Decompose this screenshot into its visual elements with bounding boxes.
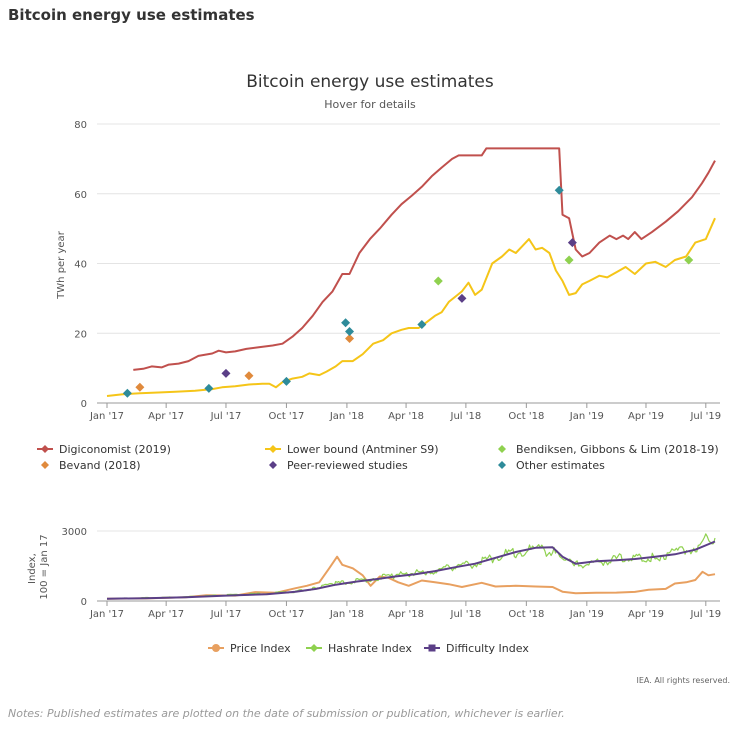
marker-bevand-2018[interactable]: [135, 382, 145, 392]
legend-item-hashrate-index[interactable]: Hashrate Index: [306, 642, 412, 655]
top-series-markers: [122, 185, 694, 398]
bottom-x-tick-label: Apr '17: [148, 609, 184, 620]
top-x-tick-label: Oct '17: [268, 411, 304, 422]
legend-label: Bevand (2018): [59, 459, 141, 472]
bottom-x-tick-label: Oct '18: [508, 609, 544, 620]
page-title: Bitcoin energy use estimates: [8, 6, 255, 24]
legend-swatch-marker: [212, 644, 220, 652]
top-x-tick-label: Jul '18: [450, 411, 482, 422]
series-line-difficulty-index[interactable]: [106, 540, 716, 600]
top-y-tick-label: 80: [74, 120, 87, 131]
marker-other-estimates[interactable]: [345, 327, 355, 337]
legend-swatch-marker: [498, 445, 506, 453]
marker-other-estimates[interactable]: [417, 320, 427, 330]
legend-item-peer-reviewed-studies[interactable]: Peer-reviewed studies: [269, 459, 408, 472]
credits: IEA. All rights reserved.: [636, 676, 731, 685]
marker-bendiksen-gibbons-lim-2018-19[interactable]: [564, 255, 574, 265]
legend-swatch-marker: [41, 461, 49, 469]
top-y-tick-label: 40: [74, 260, 87, 271]
legend-label: Hashrate Index: [328, 642, 412, 655]
marker-bendiksen-gibbons-lim-2018-19[interactable]: [433, 276, 443, 286]
marker-peer-reviewed-studies[interactable]: [221, 368, 231, 378]
bottom-x-tick-label: Jan '18: [329, 609, 364, 620]
top-y-axis-label: TWh per year: [56, 230, 67, 300]
marker-other-estimates[interactable]: [281, 376, 291, 386]
legend-swatch-marker: [428, 644, 436, 652]
marker-other-estimates[interactable]: [122, 388, 132, 398]
bottom-x-tick-label: Apr '18: [388, 609, 424, 620]
top-x-tick-label: Apr '18: [388, 411, 424, 422]
marker-other-estimates[interactable]: [341, 318, 351, 328]
top-x-tick-labels: Jan '17 Apr '17 Jul '17 Oct '17 Jan '18 Apr '…: [89, 411, 721, 422]
top-y-tick-label: 60: [74, 190, 87, 201]
top-gridlines: [97, 123, 720, 408]
legend-item-bendiksen-gibbons-lim-2018-19[interactable]: Bendiksen, Gibbons & Lim (2018-19): [498, 443, 719, 456]
marker-bevand-2018[interactable]: [345, 333, 355, 343]
legend-item-difficulty-index[interactable]: Difficulty Index: [424, 642, 529, 655]
bottom-gridlines: [97, 530, 720, 606]
bottom-series-lines: [106, 533, 716, 600]
legend-item-bevand-2018[interactable]: Bevand (2018): [41, 459, 141, 472]
marker-other-estimates[interactable]: [204, 383, 214, 393]
bottom-y-axis-label: Index, 100 = Jan 17: [27, 534, 50, 599]
bottom-legend: Price Index Hashrate Index Difficulty Inde…: [208, 642, 529, 655]
notes: Notes: Published estimates are plotted o…: [8, 707, 565, 720]
top-x-tick-label: Apr '19: [628, 411, 664, 422]
top-x-tick-label: Jul '17: [210, 411, 242, 422]
legend-item-lower-bound-antminer-s9[interactable]: Lower bound (Antminer S9): [265, 443, 439, 456]
legend-label: Lower bound (Antminer S9): [287, 443, 439, 456]
top-legend: Digiconomist (2019) Lower bound (Antminer…: [37, 443, 719, 472]
legend-item-other-estimates[interactable]: Other estimates: [498, 459, 605, 472]
legend-label: Peer-reviewed studies: [287, 459, 408, 472]
top-x-tick-label: Jul '19: [689, 411, 721, 422]
top-x-tick-label: Oct '18: [508, 411, 544, 422]
legend-swatch-marker: [498, 461, 506, 469]
series-line-digiconomist-2019[interactable]: [133, 147, 716, 371]
bottom-x-tick-labels: Jan '17 Apr '17 Jul '17 Oct '17 Jan '18 Apr '…: [89, 609, 721, 620]
series-line-hashrate-index[interactable]: [106, 533, 716, 600]
bottom-x-tick-label: Jul '17: [210, 609, 242, 620]
chart-title: Bitcoin energy use estimates: [246, 72, 494, 92]
legend-label: Price Index: [230, 642, 291, 655]
top-y-tick-labels: 0 20 40 60 80: [74, 120, 87, 410]
legend-item-price-index[interactable]: Price Index: [208, 642, 291, 655]
top-x-tick-label: Apr '17: [148, 411, 184, 422]
marker-peer-reviewed-studies[interactable]: [567, 238, 577, 248]
series-line-price-index[interactable]: [106, 555, 716, 600]
legend-swatch-marker: [269, 445, 277, 453]
top-x-tick-label: Jan '18: [329, 411, 364, 422]
chart-subtitle: Hover for details: [324, 98, 416, 111]
bottom-x-tick-label: Oct '17: [268, 609, 304, 620]
top-y-tick-label: 0: [81, 399, 87, 410]
bottom-x-tick-label: Jan '17: [89, 609, 124, 620]
series-line-lower-bound-antminer-s9[interactable]: [106, 217, 716, 397]
bottom-x-tick-label: Jul '18: [450, 609, 482, 620]
bottom-y-tick-label: 3000: [62, 527, 87, 538]
legend-label: Difficulty Index: [446, 642, 529, 655]
bottom-y-tick-label: 0: [81, 597, 87, 608]
top-series-lines: [106, 147, 716, 397]
legend-swatch-marker: [310, 644, 318, 652]
legend-label: Digiconomist (2019): [59, 443, 171, 456]
bottom-y-tick-labels: 0 3000: [62, 527, 87, 608]
bottom-x-tick-label: Jul '19: [689, 609, 721, 620]
legend-swatch-marker: [269, 461, 277, 469]
marker-peer-reviewed-studies[interactable]: [457, 293, 467, 303]
legend-swatch-marker: [41, 445, 49, 453]
marker-bendiksen-gibbons-lim-2018-19[interactable]: [684, 255, 694, 265]
bottom-x-tick-label: Jan '19: [569, 609, 604, 620]
top-y-tick-label: 20: [74, 329, 87, 340]
legend-label: Bendiksen, Gibbons & Lim (2018-19): [516, 443, 719, 456]
top-x-tick-label: Jan '19: [569, 411, 604, 422]
bottom-x-tick-label: Apr '19: [628, 609, 664, 620]
legend-item-digiconomist-2019[interactable]: Digiconomist (2019): [37, 443, 171, 456]
top-x-tick-label: Jan '17: [89, 411, 124, 422]
marker-bevand-2018[interactable]: [244, 371, 254, 381]
legend-label: Other estimates: [516, 459, 605, 472]
marker-other-estimates[interactable]: [554, 185, 564, 195]
